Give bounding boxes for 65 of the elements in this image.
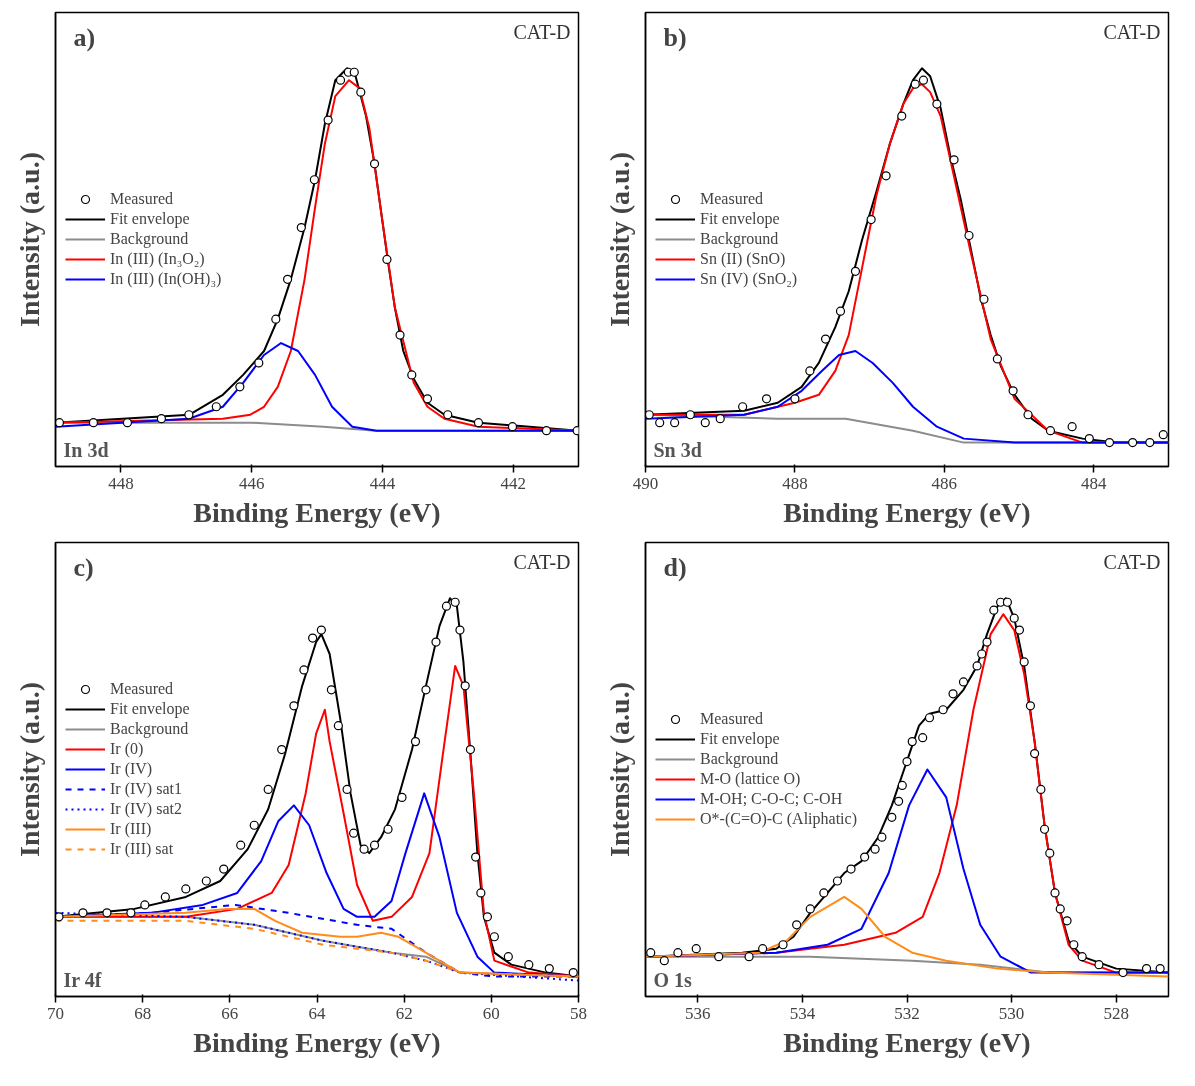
x-tick-label: 62 [395,1003,413,1023]
x-tick-label: 530 [998,1003,1025,1023]
text: CAT-D [513,550,571,573]
x-tick-label: 442 [500,473,526,493]
text: CAT-D [513,20,571,43]
x-axis-title: Binding Energy (eV) [783,496,1031,528]
x-tick-label: 490 [632,473,659,493]
legend-label: Ir (0) [110,739,144,759]
x-tick-label: 444 [369,473,396,493]
legend-label: In (III) (In(OH)₃) [110,269,222,289]
legend-label: Measured [700,709,764,729]
legend-label: In (III) (In₃O₂) [110,249,205,269]
legend-label: Fit envelope [110,699,190,719]
chart-title: a) [73,22,96,52]
annotation: O 1s [653,968,693,991]
x-tick-label: 68 [134,1003,152,1023]
legend-label: Fit envelope [700,729,780,749]
text: CAT-D [1103,550,1161,573]
legend-label: Background [700,749,779,769]
x-tick-label: 448 [108,473,134,493]
x-tick-label: 66 [221,1003,239,1023]
legend-label: Background [110,229,189,249]
legend-label: Sn (II) (SnO) [700,249,786,269]
legend-label: Ir (IV) [110,759,153,779]
y-axis-title: Intensity (a.u.) [13,151,45,328]
legend-label: Fit envelope [110,209,190,229]
x-tick-label: 536 [685,1003,711,1023]
legend-label: Ir (III) [110,819,152,839]
x-tick-label: 60 [482,1003,500,1023]
y-axis-title: Intensity (a.u.) [603,681,635,858]
x-tick-label: 484 [1081,473,1108,493]
chart-title: c) [73,552,94,582]
text: CAT-D [1103,20,1161,43]
legend-label: M-O (lattice O) [700,769,801,789]
x-tick-label: 446 [238,473,265,493]
annotation: Sn 3d [653,438,702,461]
x-tick-label: 58 [570,1003,587,1023]
x-tick-label: 528 [1103,1003,1129,1023]
legend-label: Measured [700,189,764,209]
x-tick-label: 486 [931,473,958,493]
y-axis-title: Intensity (a.u.) [13,681,45,858]
legend-label: Ir (III) sat [110,839,174,859]
x-tick-label: 70 [47,1003,64,1023]
legend-label: Fit envelope [700,209,780,229]
x-tick-label: 64 [308,1003,326,1023]
annotation: In 3d [63,438,109,461]
legend-label: Ir (IV) sat1 [110,779,182,799]
legend-label: Background [110,719,189,739]
y-axis-title: Intensity (a.u.) [603,151,635,328]
legend-label: Measured [110,189,174,209]
legend-label: O*-(C=O)-C (Aliphatic) [700,809,857,829]
x-tick-label: 488 [782,473,808,493]
legend-label: Ir (IV) sat2 [110,799,182,819]
x-tick-label: 532 [894,1003,920,1023]
legend-label: M-OH; C-O-C; C-OH [700,789,843,809]
legend-label: Sn (IV) (SnO₂) [700,269,798,289]
legend-label: Measured [110,679,174,699]
x-axis-title: Binding Energy (eV) [193,1026,441,1058]
x-axis-title: Binding Energy (eV) [193,496,441,528]
x-axis-title: Binding Energy (eV) [783,1026,1031,1058]
legend-label: Background [700,229,779,249]
annotation: Ir 4f [63,968,102,991]
chart-title: d) [663,552,687,582]
chart-title: b) [663,22,687,52]
x-tick-label: 534 [789,1003,816,1023]
